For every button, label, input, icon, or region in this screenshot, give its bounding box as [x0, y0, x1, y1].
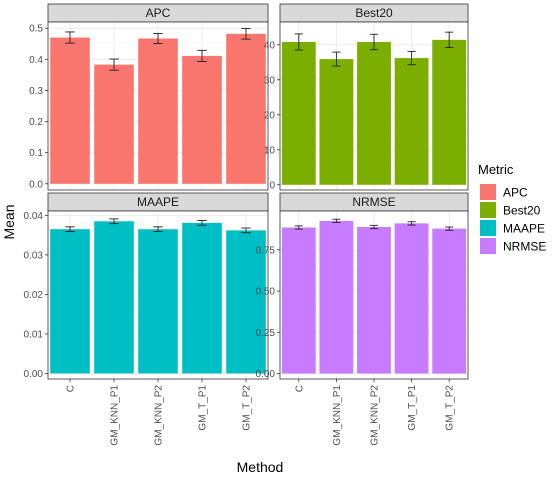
error-bar-apc-gm-knn-p1: [109, 58, 119, 71]
panel-nrmse: NRMSE 0.00 0.25 0.50 0.75: [256, 192, 469, 382]
legend-item-maape: MAAPE: [480, 220, 545, 236]
legend-label-maape: MAAPE: [503, 222, 545, 236]
strip-label-nrmse: NRMSE: [352, 195, 395, 209]
error-bar-maape-gm-t-p2: [241, 227, 251, 234]
error-bar-apc-gm-t-p1: [197, 49, 207, 62]
bar-maape-gm-knn-p2: [138, 229, 178, 374]
bar-best20-gm-knn-p2: [357, 41, 391, 185]
x-tick-label-gm-knn-p2: GM_KNN_P2: [370, 385, 381, 446]
y-axis-title: Mean: [1, 204, 17, 239]
x-tick-label-gm-t-p2: GM_T_P2: [242, 385, 253, 431]
legend-key-maape: [480, 220, 496, 236]
y-tick-label: 0.00: [256, 369, 276, 380]
panels-layer: APC 0.0 0.1 0.2 0.3 0.4 0.5 Best20 0 10 20 30 40 MAAP…: [24, 3, 469, 382]
y-tick-label: 10: [264, 145, 276, 156]
error-bar-nrmse-gm-t-p2: [445, 226, 454, 231]
bar-best20-gm-t-p2: [432, 39, 467, 185]
y-tick-label: 40: [264, 40, 276, 51]
y-tick-label: 0: [269, 180, 275, 191]
error-bar-best20-gm-knn-p2: [369, 33, 379, 51]
y-tick-label: 0.02: [24, 290, 44, 301]
panel-apc: APC 0.0 0.1 0.2 0.3 0.4 0.5: [29, 3, 269, 191]
bar-nrmse-c: [281, 227, 316, 374]
y-tick-label: 0.1: [29, 148, 43, 159]
y-tick-label: 0.2: [29, 117, 43, 128]
bar-apc-gm-t-p2: [226, 33, 266, 184]
x-tick-label-c: C: [294, 385, 305, 392]
error-bar-nrmse-gm-knn-p1: [332, 218, 341, 224]
error-bar-maape-gm-t-p1: [197, 220, 207, 226]
y-tick-label: 0.00: [24, 369, 44, 380]
panel-border-apc: [47, 21, 269, 191]
bar-maape-gm-t-p1: [182, 222, 222, 374]
x-tick-label-gm-knn-p1: GM_KNN_P1: [110, 385, 121, 446]
x-tick-label-gm-t-p1: GM_T_P1: [198, 385, 209, 431]
y-tick-label: 0.0: [29, 179, 43, 190]
bar-apc-gm-t-p1: [182, 55, 222, 184]
bar-maape-c: [50, 229, 90, 374]
error-bar-maape-gm-knn-p2: [153, 226, 163, 233]
legend-item-best20: Best20: [480, 202, 541, 218]
bar-nrmse-gm-knn-p2: [357, 227, 391, 374]
legend-label-nrmse: NRMSE: [503, 240, 546, 254]
error-bar-nrmse-c: [294, 225, 303, 230]
bar-nrmse-gm-knn-p1: [319, 220, 354, 374]
panel-maape: MAAPE 0.00 0.01 0.02 0.03 0.04: [24, 192, 269, 382]
y-tick-label: 0.5: [29, 24, 43, 35]
x-tick-label-c: C: [66, 385, 77, 392]
error-bar-best20-gm-t-p1: [407, 50, 416, 66]
y-tick-label: 30: [264, 75, 276, 86]
error-bar-apc-gm-t-p2: [241, 28, 251, 40]
y-tick-label: 0.50: [256, 287, 276, 298]
y-tick-label: 0.25: [256, 328, 276, 339]
strip-label-best20: Best20: [355, 6, 393, 20]
y-tick-label: 0.3: [29, 86, 43, 97]
strip-label-apc: APC: [146, 6, 171, 20]
legend-label-best20: Best20: [503, 204, 541, 218]
legend: Metric APC Best20 MAAPE NRMSE: [478, 162, 546, 254]
error-bar-nrmse-gm-knn-p2: [369, 224, 379, 230]
legend-label-apc: APC: [503, 186, 528, 200]
y-tick-label: 0.75: [256, 245, 276, 256]
bar-apc-gm-knn-p2: [138, 38, 178, 184]
legend-item-nrmse: NRMSE: [480, 238, 546, 254]
error-bar-best20-gm-t-p2: [445, 31, 454, 48]
bar-best20-gm-knn-p1: [319, 59, 354, 185]
strip-label-maape: MAAPE: [137, 195, 179, 209]
legend-item-apc: APC: [480, 184, 528, 200]
x-tick-labels: C GM_KNN_P1 GM_KNN_P2 GM_T_P1 GM_T_P2 C GM_KNN…: [66, 385, 456, 446]
x-tick-label-gm-t-p2: GM_T_P2: [445, 385, 456, 431]
error-bar-maape-c: [65, 226, 75, 233]
error-bar-nrmse-gm-t-p1: [407, 221, 416, 226]
panel-best20: Best20 0 10 20 30 40: [264, 3, 469, 191]
x-tick-label-gm-t-p1: GM_T_P1: [407, 385, 418, 431]
bar-nrmse-gm-t-p2: [432, 228, 467, 374]
legend-title: Metric: [478, 162, 514, 177]
bar-best20-gm-t-p1: [394, 58, 429, 185]
x-tick-label-gm-knn-p1: GM_KNN_P1: [332, 385, 343, 446]
x-tick-label-gm-knn-p2: GM_KNN_P2: [154, 385, 165, 446]
error-bar-best20-gm-knn-p1: [332, 51, 341, 67]
bar-maape-gm-t-p2: [226, 230, 266, 374]
y-tick-label: 20: [264, 110, 276, 121]
error-bar-best20-c: [294, 33, 303, 51]
bar-nrmse-gm-t-p1: [394, 223, 429, 374]
y-tick-label: 0.03: [24, 250, 44, 261]
y-tick-label: 0.04: [24, 211, 44, 222]
bar-apc-c: [50, 37, 90, 184]
legend-key-nrmse: [480, 238, 496, 254]
panel-border-best20: [279, 21, 469, 191]
bar-best20-c: [281, 41, 316, 185]
bar-maape-gm-knn-p1: [94, 221, 134, 374]
legend-key-best20: [480, 202, 496, 218]
error-bar-maape-gm-knn-p1: [109, 218, 119, 225]
bar-apc-gm-knn-p1: [94, 64, 134, 184]
y-tick-label: 0.01: [24, 329, 44, 340]
error-bar-apc-c: [65, 31, 75, 44]
y-tick-label: 0.4: [29, 55, 43, 66]
x-axis-title: Method: [237, 459, 284, 475]
legend-key-apc: [480, 184, 496, 200]
error-bar-apc-gm-knn-p2: [153, 33, 163, 44]
